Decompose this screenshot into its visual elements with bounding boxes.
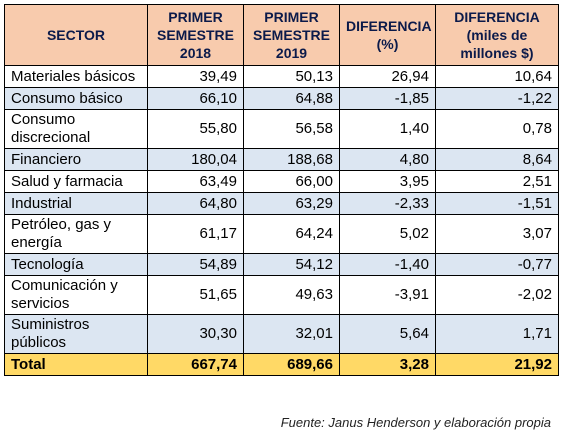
table-header: SECTOR PRIMER SEMESTRE 2018 PRIMER SEMES…	[4, 4, 559, 66]
cell-diff-abs: 0,78	[435, 109, 559, 149]
cell-2018: 30,30	[147, 314, 244, 354]
cell-2018: 51,65	[147, 275, 244, 315]
table-row: Consumo discrecional 55,80 56,58 1,40 0,…	[4, 109, 559, 149]
header-diff-abs: DIFERENCIA (miles de millones $)	[435, 4, 559, 66]
cell-diff-pct: 4,80	[339, 148, 436, 171]
total-diff-pct: 3,28	[339, 353, 436, 376]
cell-2019: 63,29	[243, 192, 340, 215]
table-row: Materiales básicos 39,49 50,13 26,94 10,…	[4, 65, 559, 88]
cell-sector: Suministros públicos	[4, 314, 148, 354]
cell-sector: Petróleo, gas y energía	[4, 214, 148, 254]
total-2019: 689,66	[243, 353, 340, 376]
cell-sector: Materiales básicos	[4, 65, 148, 88]
table-row: Suministros públicos 30,30 32,01 5,64 1,…	[4, 314, 559, 354]
cell-2019: 54,12	[243, 253, 340, 276]
cell-2018: 66,10	[147, 87, 244, 110]
cell-sector: Industrial	[4, 192, 148, 215]
header-diff-pct: DIFERENCIA (%)	[339, 4, 436, 66]
cell-diff-pct: 26,94	[339, 65, 436, 88]
cell-2019: 56,58	[243, 109, 340, 149]
cell-2018: 54,89	[147, 253, 244, 276]
table-row: Petróleo, gas y energía 61,17 64,24 5,02…	[4, 214, 559, 254]
table-row: Comunicación y servicios 51,65 49,63 -3,…	[4, 275, 559, 315]
header-sector: SECTOR	[4, 4, 148, 66]
cell-2018: 64,80	[147, 192, 244, 215]
cell-diff-abs: 2,51	[435, 170, 559, 193]
table-row: Tecnología 54,89 54,12 -1,40 -0,77	[4, 253, 559, 276]
cell-diff-abs: 3,07	[435, 214, 559, 254]
total-label: Total	[4, 353, 148, 376]
cell-2018: 61,17	[147, 214, 244, 254]
total-row: Total 667,74 689,66 3,28 21,92	[4, 353, 559, 376]
cell-diff-pct: 5,64	[339, 314, 436, 354]
table-body: Materiales básicos 39,49 50,13 26,94 10,…	[4, 65, 559, 376]
header-row: SECTOR PRIMER SEMESTRE 2018 PRIMER SEMES…	[4, 4, 559, 66]
cell-sector: Consumo discrecional	[4, 109, 148, 149]
table-row: Industrial 64,80 63,29 -2,33 -1,51	[4, 192, 559, 215]
cell-2018: 63,49	[147, 170, 244, 193]
cell-sector: Consumo básico	[4, 87, 148, 110]
cell-diff-pct: 3,95	[339, 170, 436, 193]
cell-diff-pct: 1,40	[339, 109, 436, 149]
source-note: Fuente: Janus Henderson y elaboración pr…	[280, 415, 551, 430]
total-2018: 667,74	[147, 353, 244, 376]
cell-sector: Comunicación y servicios	[4, 275, 148, 315]
cell-2019: 188,68	[243, 148, 340, 171]
sector-table: SECTOR PRIMER SEMESTRE 2018 PRIMER SEMES…	[4, 4, 559, 376]
cell-2019: 49,63	[243, 275, 340, 315]
cell-diff-pct: -3,91	[339, 275, 436, 315]
cell-2018: 55,80	[147, 109, 244, 149]
header-2018: PRIMER SEMESTRE 2018	[147, 4, 244, 66]
total-diff-abs: 21,92	[435, 353, 559, 376]
cell-sector: Tecnología	[4, 253, 148, 276]
cell-2019: 32,01	[243, 314, 340, 354]
table-row: Financiero 180,04 188,68 4,80 8,64	[4, 148, 559, 171]
cell-diff-pct: 5,02	[339, 214, 436, 254]
cell-diff-abs: 8,64	[435, 148, 559, 171]
table-row: Consumo básico 66,10 64,88 -1,85 -1,22	[4, 87, 559, 110]
cell-diff-abs: 1,71	[435, 314, 559, 354]
cell-2019: 50,13	[243, 65, 340, 88]
data-table-container: SECTOR PRIMER SEMESTRE 2018 PRIMER SEMES…	[4, 4, 559, 376]
cell-diff-abs: -1,51	[435, 192, 559, 215]
header-2019: PRIMER SEMESTRE 2019	[243, 4, 340, 66]
cell-2019: 64,88	[243, 87, 340, 110]
cell-2018: 39,49	[147, 65, 244, 88]
cell-sector: Salud y farmacia	[4, 170, 148, 193]
cell-diff-abs: -1,22	[435, 87, 559, 110]
cell-diff-pct: -2,33	[339, 192, 436, 215]
cell-diff-pct: -1,40	[339, 253, 436, 276]
cell-diff-abs: -0,77	[435, 253, 559, 276]
cell-diff-abs: 10,64	[435, 65, 559, 88]
cell-2018: 180,04	[147, 148, 244, 171]
cell-diff-pct: -1,85	[339, 87, 436, 110]
cell-diff-abs: -2,02	[435, 275, 559, 315]
cell-2019: 64,24	[243, 214, 340, 254]
cell-sector: Financiero	[4, 148, 148, 171]
table-row: Salud y farmacia 63,49 66,00 3,95 2,51	[4, 170, 559, 193]
cell-2019: 66,00	[243, 170, 340, 193]
